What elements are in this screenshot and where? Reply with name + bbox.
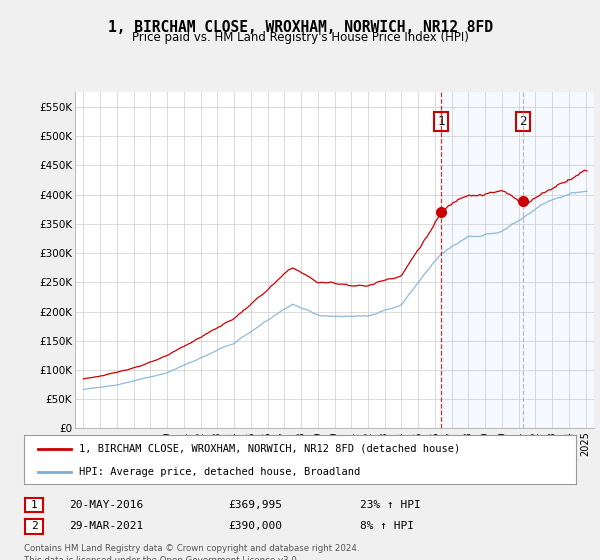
Text: Price paid vs. HM Land Registry's House Price Index (HPI): Price paid vs. HM Land Registry's House … xyxy=(131,31,469,44)
Text: 8% ↑ HPI: 8% ↑ HPI xyxy=(360,521,414,531)
Text: 2: 2 xyxy=(519,115,526,128)
Text: £390,000: £390,000 xyxy=(228,521,282,531)
Text: 29-MAR-2021: 29-MAR-2021 xyxy=(69,521,143,531)
Text: 1: 1 xyxy=(31,500,38,510)
Bar xyxy=(442,92,594,428)
Text: 1, BIRCHAM CLOSE, WROXHAM, NORWICH, NR12 8FD (detached house): 1, BIRCHAM CLOSE, WROXHAM, NORWICH, NR12… xyxy=(79,444,460,454)
Text: £369,995: £369,995 xyxy=(228,500,282,510)
Text: 20-MAY-2016: 20-MAY-2016 xyxy=(69,500,143,510)
Text: HPI: Average price, detached house, Broadland: HPI: Average price, detached house, Broa… xyxy=(79,466,361,477)
Text: 23% ↑ HPI: 23% ↑ HPI xyxy=(360,500,421,510)
Text: Contains HM Land Registry data © Crown copyright and database right 2024.
This d: Contains HM Land Registry data © Crown c… xyxy=(24,544,359,560)
Text: 1, BIRCHAM CLOSE, WROXHAM, NORWICH, NR12 8FD: 1, BIRCHAM CLOSE, WROXHAM, NORWICH, NR12… xyxy=(107,20,493,35)
Text: 2: 2 xyxy=(31,521,38,531)
Text: 1: 1 xyxy=(437,115,445,128)
